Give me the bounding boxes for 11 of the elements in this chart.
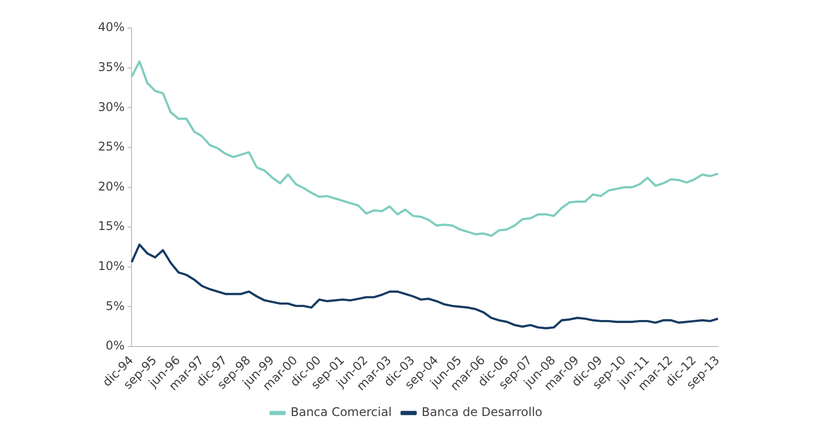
y-tick-label: 30% (98, 100, 125, 114)
y-tick-label: 10% (98, 259, 125, 274)
y-tick-label: 15% (98, 219, 125, 234)
legend-label: Banca de Desarrollo (422, 405, 542, 420)
legend-label: Banca Comercial (290, 405, 392, 420)
y-tick-label: 40% (98, 20, 125, 34)
y-tick-label: 20% (98, 179, 125, 194)
y-tick-label: 35% (98, 60, 125, 74)
y-tick-label: 5% (106, 298, 125, 313)
y-tick-label: 0% (106, 338, 125, 353)
y-tick-label: 25% (98, 140, 125, 154)
